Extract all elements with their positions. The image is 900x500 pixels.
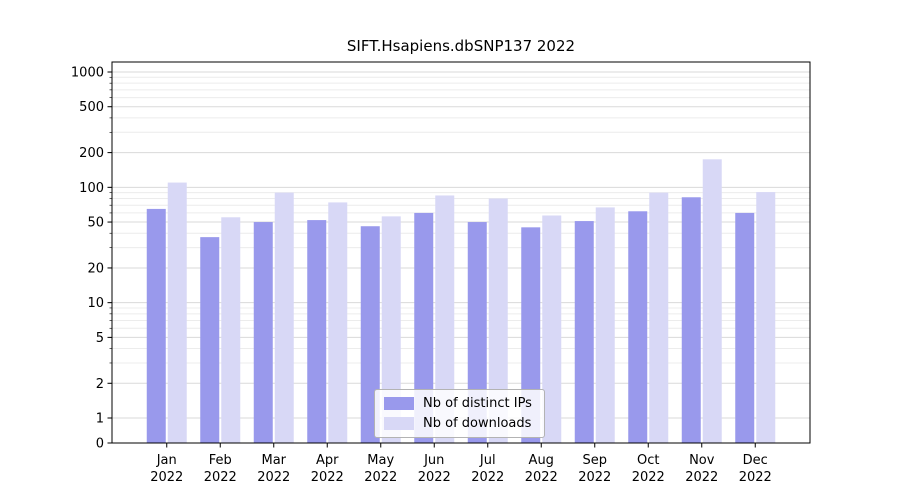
x-tick-label-year: 2022	[257, 470, 290, 485]
bar-distinct-ips	[307, 220, 327, 443]
x-tick-label-year: 2022	[311, 470, 344, 485]
chart-title: SIFT.Hsapiens.dbSNP137 2022	[346, 37, 576, 55]
bar-downloads	[221, 217, 241, 443]
bar-distinct-ips	[574, 221, 594, 443]
bar-downloads	[328, 202, 348, 443]
x-tick-label-month: Aug	[529, 453, 554, 468]
x-tick-label-month: Oct	[637, 453, 659, 468]
bar-distinct-ips	[253, 222, 273, 443]
x-tick-label-year: 2022	[739, 470, 772, 485]
bar-distinct-ips	[360, 226, 380, 443]
legend-label-distinct-ips: Nb of distinct IPs	[423, 396, 532, 411]
y-tick-label: 2	[96, 377, 104, 392]
x-tick-label-year: 2022	[150, 470, 183, 485]
y-tick-label: 50	[87, 216, 104, 231]
bar-downloads	[167, 182, 187, 443]
bar-downloads	[595, 207, 615, 443]
x-tick-label-year: 2022	[471, 470, 504, 485]
x-tick-label-month: Apr	[316, 453, 339, 468]
plot-frame	[111, 61, 811, 444]
y-tick-label: 5	[96, 331, 104, 346]
y-tick-label: 20	[87, 261, 104, 276]
bar-downloads	[756, 192, 776, 443]
legend: Nb of distinct IPs Nb of downloads	[374, 389, 545, 438]
x-tick-label-year: 2022	[364, 470, 397, 485]
legend-item-downloads: Nb of downloads	[384, 416, 532, 431]
x-tick-label-month: Mar	[261, 453, 286, 468]
bar-downloads	[649, 192, 669, 443]
y-tick-label: 1000	[71, 66, 104, 81]
y-tick-label: 200	[79, 146, 104, 161]
bar-distinct-ips	[628, 211, 648, 443]
y-tick-label: 500	[79, 100, 104, 115]
legend-swatch-downloads	[384, 417, 414, 430]
x-tick-label-month: Nov	[689, 453, 715, 468]
bar-downloads	[435, 195, 455, 443]
x-tick-label-month: Feb	[209, 453, 232, 468]
y-tick-label: 1	[96, 412, 104, 427]
x-tick-label-month: Jul	[479, 453, 496, 468]
y-tick-label: 0	[96, 437, 104, 452]
x-tick-label-month: May	[367, 453, 394, 468]
x-tick-label-year: 2022	[525, 470, 558, 485]
bar-downloads	[488, 198, 508, 443]
legend-item-distinct-ips: Nb of distinct IPs	[384, 396, 532, 411]
x-tick-label-year: 2022	[578, 470, 611, 485]
x-tick-label-year: 2022	[204, 470, 237, 485]
bar-distinct-ips	[200, 237, 220, 443]
x-tick-label-year: 2022	[418, 470, 451, 485]
bar-distinct-ips	[681, 197, 701, 443]
bar-distinct-ips	[414, 212, 434, 443]
bar-downloads	[702, 159, 722, 443]
legend-label-downloads: Nb of downloads	[423, 416, 532, 431]
x-tick-label-year: 2022	[632, 470, 665, 485]
bar-downloads	[381, 216, 401, 443]
bar-distinct-ips	[146, 208, 166, 443]
x-tick-label-month: Jun	[423, 453, 444, 468]
x-tick-label-month: Jan	[156, 453, 177, 468]
x-tick-label-month: Dec	[743, 453, 768, 468]
y-tick-label: 10	[87, 296, 104, 311]
x-tick-label-year: 2022	[685, 470, 718, 485]
bar-distinct-ips	[735, 212, 755, 443]
legend-swatch-distinct-ips	[384, 397, 414, 410]
bar-downloads	[542, 215, 562, 443]
x-tick-label-month: Sep	[582, 453, 607, 468]
bar-distinct-ips	[467, 222, 487, 443]
y-tick-label: 100	[79, 181, 104, 196]
bar-downloads	[274, 192, 294, 443]
